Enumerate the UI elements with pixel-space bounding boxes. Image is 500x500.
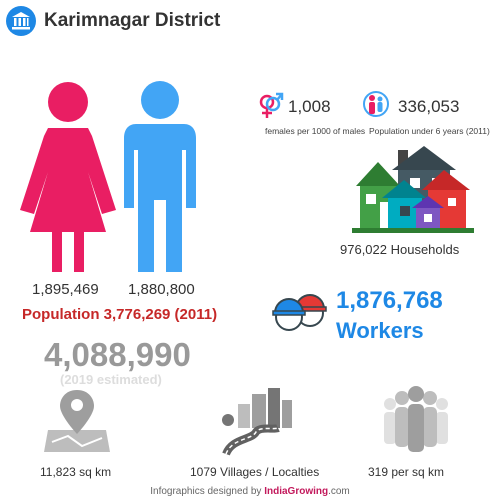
households-label: 976,022 Households xyxy=(340,242,460,257)
gender-symbol-icon xyxy=(258,92,284,125)
density-label: 319 per sq km xyxy=(368,465,445,479)
male-population: 1,880,800 xyxy=(128,281,195,298)
male-figure-icon xyxy=(122,80,198,280)
under-six-value: 336,053 xyxy=(398,97,460,116)
workers-value: 1,876,768 xyxy=(336,287,443,314)
workers-label: Workers xyxy=(336,318,424,343)
estimated-note: (2019 estimated) xyxy=(60,372,162,387)
government-building-icon xyxy=(6,6,36,36)
map-location-icon xyxy=(42,386,112,459)
area-label: 11,823 sq km xyxy=(40,465,112,479)
female-population: 1,895,469 xyxy=(32,281,99,298)
female-figure-icon xyxy=(18,80,118,280)
children-icon xyxy=(362,90,390,125)
city-road-icon xyxy=(222,386,294,461)
footer-credit: Infographics designed by IndiaGrowing.co… xyxy=(0,486,500,497)
sex-ratio-caption: females per 1000 of males xyxy=(265,126,366,136)
people-group-icon xyxy=(376,386,456,461)
under-six-caption: Population under 6 years (2011) xyxy=(369,126,490,136)
villages-label: 1079 Villages / Localties xyxy=(190,465,320,479)
footer-prefix: Infographics designed by xyxy=(150,486,265,497)
worker-helmet-icon xyxy=(270,285,330,342)
footer-brand[interactable]: IndiaGrowing xyxy=(264,486,329,497)
footer-suffix: .com xyxy=(328,486,350,497)
page-title: Karimnagar District xyxy=(44,10,221,31)
estimated-population: 4,088,990 xyxy=(44,336,191,373)
total-population: Population 3,776,269 (2011) xyxy=(22,306,218,323)
houses-icon xyxy=(352,140,474,240)
sex-ratio-value: 1,008 xyxy=(288,97,331,116)
